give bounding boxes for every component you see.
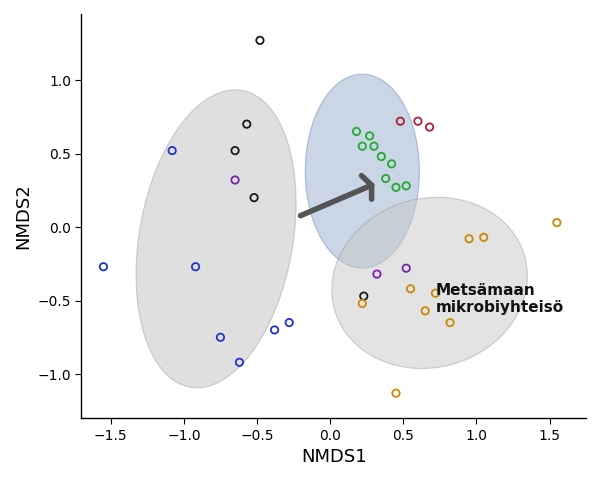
Point: [98, 263, 108, 271]
Point: [372, 270, 382, 278]
Point: [270, 326, 280, 334]
Point: [191, 263, 200, 271]
Point: [421, 307, 430, 315]
Point: [284, 319, 294, 326]
Point: [249, 194, 259, 202]
Point: [552, 219, 562, 227]
Point: [359, 292, 368, 300]
Point: [391, 183, 401, 191]
Point: [230, 176, 240, 184]
Y-axis label: NMDS2: NMDS2: [14, 183, 32, 249]
Point: [365, 132, 374, 140]
Point: [395, 117, 405, 125]
Text: Metsämaan
mikrobiyhteisö: Metsämaan mikrobiyhteisö: [436, 283, 563, 315]
X-axis label: NMDS1: NMDS1: [301, 448, 367, 466]
Point: [401, 182, 411, 190]
Point: [377, 153, 386, 160]
Point: [381, 175, 391, 182]
Point: [413, 117, 423, 125]
Ellipse shape: [305, 74, 419, 268]
Point: [387, 160, 397, 168]
Point: [425, 123, 434, 131]
Ellipse shape: [136, 90, 296, 388]
Point: [369, 143, 379, 150]
Point: [358, 300, 367, 307]
Point: [401, 264, 411, 272]
Point: [352, 128, 361, 135]
Point: [167, 147, 177, 155]
Point: [406, 285, 415, 293]
Point: [242, 120, 251, 128]
Point: [445, 319, 455, 326]
Point: [464, 235, 474, 242]
Point: [255, 36, 265, 44]
Point: [479, 233, 488, 241]
Point: [235, 359, 244, 366]
Point: [391, 389, 401, 397]
Point: [215, 334, 225, 341]
Point: [358, 143, 367, 150]
Ellipse shape: [332, 197, 527, 369]
Point: [431, 289, 440, 297]
Point: [230, 147, 240, 155]
